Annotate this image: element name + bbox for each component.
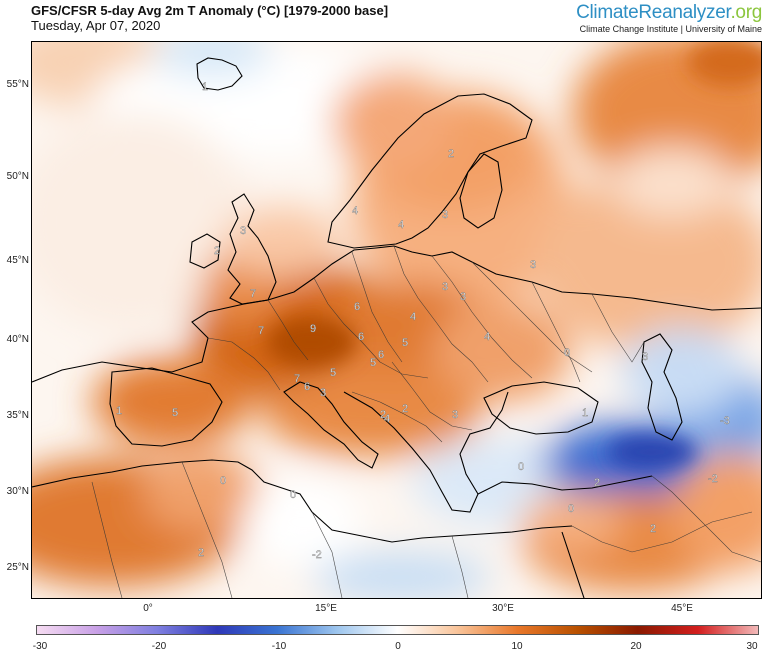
anomaly-label: -2 (312, 549, 322, 561)
longitude-label: 15°E (315, 603, 337, 614)
anomaly-label: 2 (448, 148, 454, 160)
anomaly-label: 6 (354, 301, 360, 313)
mainland-europe-outline (32, 245, 761, 383)
anomaly-label: 7 (294, 373, 300, 385)
anomaly-label: 3 (240, 225, 246, 237)
anomaly-label: 4 (398, 219, 404, 231)
iberia-outline (109, 367, 223, 447)
map-date: Tuesday, Apr 07, 2020 (31, 18, 161, 33)
anomaly-label: 3 (452, 409, 458, 421)
anomaly-labels: 1 2 3 4 4 3 2 3 7 9 6 4 3 3 7 6 6 5 4 7 … (116, 81, 730, 561)
anomaly-label: 5 (172, 407, 178, 419)
anomaly-label: 0 (518, 461, 524, 473)
anomaly-label: 7 (258, 325, 264, 337)
black-sea-outline (483, 381, 599, 435)
anomaly-label: 4 (410, 311, 416, 323)
country-borders (91, 245, 761, 598)
anomaly-label: 3 (442, 209, 448, 221)
anomaly-label: 2 (198, 547, 204, 559)
anomaly-map: 1 2 3 4 4 3 2 3 7 9 6 4 3 3 7 6 6 5 4 7 … (31, 41, 762, 599)
brand-logo-part2: Reanalyzer (638, 2, 731, 23)
anomaly-label: 6 (378, 349, 384, 361)
ireland-outline (189, 233, 221, 269)
longitude-label: 0° (143, 603, 153, 614)
anomaly-label: 3 (442, 281, 448, 293)
anomaly-label: 5 (402, 337, 408, 349)
latitude-label: 40°N (6, 334, 29, 345)
colorbar-tick: 30 (746, 641, 758, 652)
anomaly-label: 5 (370, 357, 376, 369)
colorbar (36, 625, 759, 635)
iceland-outline (196, 57, 243, 91)
latitude-label: 55°N (6, 79, 29, 90)
anomaly-label: 3 (460, 291, 466, 303)
colorbar-tick: 10 (511, 641, 523, 652)
latitude-label: 45°N (6, 255, 29, 266)
latitude-label: 25°N (6, 562, 29, 573)
anomaly-label: 1 (202, 81, 208, 93)
colorbar-tick: 0 (395, 641, 401, 652)
anomaly-label: -2 (708, 473, 718, 485)
scandinavia-outline (327, 93, 533, 249)
anomaly-label: 4 (484, 331, 490, 343)
anomaly-label: 9 (310, 323, 316, 335)
colorbar-tick: 20 (630, 641, 642, 652)
latitude-label: 30°N (6, 486, 29, 497)
anomaly-label: 2 (650, 523, 656, 535)
anomaly-label: 2 (380, 409, 386, 421)
anomaly-label: 3 (320, 387, 326, 399)
anomaly-label: 0 (290, 489, 296, 501)
anomaly-label: 6 (304, 381, 310, 393)
anomaly-label: 3 (642, 351, 648, 363)
longitude-label: 45°E (671, 603, 693, 614)
anomaly-label: 4 (352, 205, 358, 217)
anomaly-label: 7 (250, 288, 256, 300)
longitude-label: 30°E (492, 603, 514, 614)
north-africa-outline (32, 459, 573, 543)
anomaly-label: 1 (116, 405, 122, 417)
anomaly-label: -3 (720, 415, 730, 427)
anomaly-label: 0 (220, 475, 226, 487)
anomaly-label: 0 (568, 503, 574, 515)
balkans-outline (343, 391, 509, 513)
finland-outline (459, 153, 503, 229)
anomaly-label: 5 (330, 367, 336, 379)
anomaly-map-svg: 1 2 3 4 4 3 2 3 7 9 6 4 3 3 7 6 6 5 4 7 … (32, 42, 761, 598)
red-sea-outline (561, 531, 585, 598)
anomaly-label: 6 (358, 331, 364, 343)
anomaly-label: 4 (384, 413, 390, 425)
italy-outline (283, 381, 379, 469)
anatolia-outline (477, 475, 653, 495)
brand-logo-part1: Climate (576, 2, 639, 23)
latitude-label: 50°N (6, 171, 29, 182)
map-title: GFS/CFSR 5-day Avg 2m T Anomaly (°C) [19… (31, 3, 389, 18)
anomaly-field (32, 42, 761, 598)
colorbar-tick: -20 (151, 641, 167, 652)
brand-logo-part3: .org (730, 2, 762, 23)
colorbar-tick: -10 (271, 641, 287, 652)
caspian-sea-outline (641, 333, 683, 441)
anomaly-label: 1 (582, 407, 588, 419)
anomaly-label: 2 (594, 477, 600, 489)
colorbar-tick: -30 (32, 641, 48, 652)
anomaly-label: 2 (214, 245, 220, 257)
latitude-label: 35°N (6, 410, 29, 421)
anomaly-label: 2 (402, 403, 408, 415)
anomaly-hotspots (267, 42, 761, 470)
brand-subtitle: Climate Change Institute | University of… (579, 24, 762, 34)
anomaly-label: 3 (530, 259, 536, 271)
anomaly-label: 0 (564, 347, 570, 359)
brand-logo[interactable]: ClimateReanalyzer.org (576, 2, 762, 24)
coastlines (32, 57, 761, 598)
